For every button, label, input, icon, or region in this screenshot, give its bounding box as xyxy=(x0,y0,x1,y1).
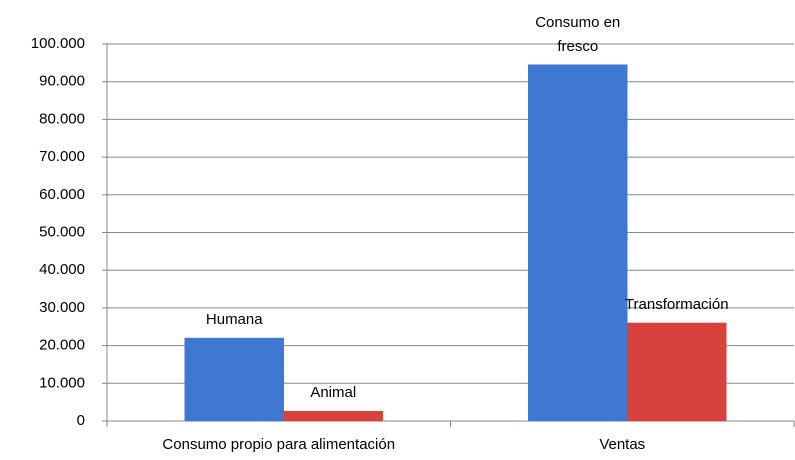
bar xyxy=(627,322,727,422)
y-tick-label: 30.000 xyxy=(39,299,85,316)
x-tick-label: Consumo propio para alimentación xyxy=(162,436,395,453)
data-label-box: Consumo en fresco xyxy=(535,13,621,55)
data-label: Humana xyxy=(205,311,263,329)
data-label-box: Transformación xyxy=(624,295,729,313)
y-tick-label: 0 xyxy=(77,412,85,429)
bar xyxy=(283,410,383,422)
y-tick-label: 90.000 xyxy=(39,73,85,90)
y-tick-label: 70.000 xyxy=(39,148,85,165)
bar xyxy=(528,64,628,422)
data-label-box: Humana xyxy=(205,311,263,329)
data-label: Consumo en fresco xyxy=(535,13,621,55)
y-tick-label: 10.000 xyxy=(39,374,85,391)
y-tick-label: 50.000 xyxy=(39,223,85,240)
y-tick-label: 20.000 xyxy=(39,337,85,354)
bar xyxy=(184,337,284,422)
data-label: Transformación xyxy=(624,295,729,313)
y-tick-label: 100.000 xyxy=(31,35,85,52)
y-tick-label: 40.000 xyxy=(39,261,85,278)
y-tick-label: 80.000 xyxy=(39,110,85,127)
y-tick-label: 60.000 xyxy=(39,186,85,203)
data-label: Animal xyxy=(310,384,357,402)
data-label-box: Animal xyxy=(310,384,357,402)
x-tick-label: Ventas xyxy=(599,436,645,453)
